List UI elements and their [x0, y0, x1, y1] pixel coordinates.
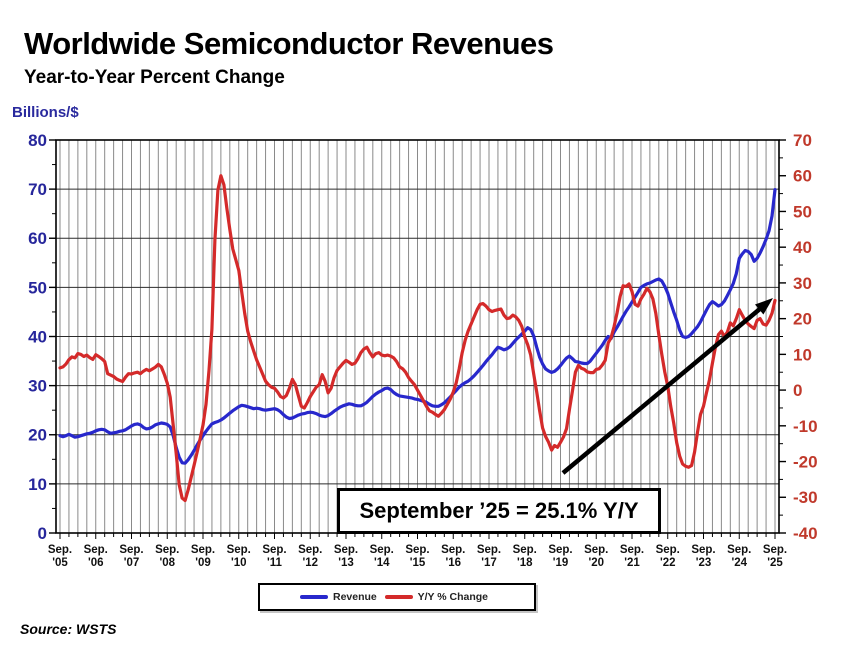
x-axis-year-label: '14	[374, 557, 390, 569]
revenue-legend-label: Revenue	[333, 591, 377, 603]
x-axis-month-label: Sep.	[763, 544, 787, 556]
x-axis-month-label: Sep.	[441, 544, 465, 556]
legend-entry-revenue: Revenue	[300, 591, 377, 603]
x-axis-year-label: '05	[52, 557, 68, 569]
chart-subtitle: Year-to-Year Percent Change	[24, 67, 285, 88]
x-axis-year-label: '23	[696, 557, 712, 569]
x-axis-month-label: Sep.	[477, 544, 501, 556]
x-axis-month-label: Sep.	[334, 544, 358, 556]
revenue-line	[58, 188, 777, 465]
x-axis-year-label: '19	[553, 557, 569, 569]
callout-box: September ’25 = 25.1% Y/Y	[337, 488, 661, 534]
left-axis-tick-label: 20	[28, 426, 47, 445]
x-axis-month-label: Sep.	[298, 544, 322, 556]
x-axis-month-label: Sep.	[84, 544, 108, 556]
x-axis-year-label: '13	[338, 557, 354, 569]
chart-title: Worldwide Semiconductor Revenues	[24, 26, 554, 61]
right-axis-tick-label: 70	[793, 131, 812, 150]
x-axis-year-label: '09	[195, 557, 211, 569]
right-axis-tick-label: -30	[793, 488, 818, 507]
right-axis-tick-label: 60	[793, 167, 812, 186]
x-axis-year-label: '17	[481, 557, 497, 569]
x-axis-month-label: Sep.	[48, 544, 72, 556]
x-axis-month-label: Sep.	[405, 544, 429, 556]
left-axis-tick-label: 60	[28, 229, 47, 248]
left-axis-tick-label: 40	[28, 327, 47, 346]
x-axis-month-label: Sep.	[727, 544, 751, 556]
x-axis-year-label: '25	[767, 557, 783, 569]
left-axis-tick-label: 0	[38, 524, 47, 543]
yoy-legend-label: Y/Y % Change	[417, 591, 488, 603]
annotation-arrow	[561, 306, 763, 475]
yoy-line-swatch	[384, 595, 413, 599]
x-axis-year-label: '08	[159, 557, 175, 569]
x-axis-month-label: Sep.	[119, 544, 143, 556]
right-axis-tick-label: 50	[793, 202, 812, 221]
x-axis-month-label: Sep.	[691, 544, 715, 556]
x-axis-month-label: Sep.	[620, 544, 644, 556]
right-axis-tick-label: -40	[793, 524, 818, 543]
left-axis-tick-label: 10	[28, 475, 47, 494]
x-axis-year-label: '10	[231, 557, 247, 569]
x-axis-year-label: '18	[517, 557, 533, 569]
right-axis-tick-label: -20	[793, 452, 818, 471]
callout-text: September ’25 = 25.1% Y/Y	[359, 498, 639, 523]
left-axis-tick-label: 80	[28, 131, 47, 150]
right-axis-tick-label: 0	[793, 381, 802, 400]
left-axis-tick-label: 50	[28, 278, 47, 297]
annotation-arrowhead	[755, 298, 773, 315]
right-axis-tick-label: 30	[793, 274, 812, 293]
left-axis-title: Billions/$	[12, 104, 79, 121]
x-axis-year-label: '20	[588, 557, 604, 569]
x-axis-month-label: Sep.	[548, 544, 572, 556]
x-axis-month-label: Sep.	[513, 544, 537, 556]
legend: Revenue Y/Y % Change	[258, 583, 536, 611]
x-axis-year-label: '12	[302, 557, 318, 569]
yoy-line	[58, 174, 777, 503]
x-axis-year-label: '24	[731, 557, 747, 569]
x-axis-year-label: '15	[410, 557, 426, 569]
x-axis-month-label: Sep.	[155, 544, 179, 556]
x-axis-month-label: Sep.	[262, 544, 286, 556]
x-axis-year-label: '06	[88, 557, 104, 569]
left-axis-tick-label: 30	[28, 377, 47, 396]
x-axis-year-label: '22	[660, 557, 676, 569]
left-axis-tick-label: 70	[28, 180, 47, 199]
x-axis-month-label: Sep.	[370, 544, 394, 556]
source-credit: Source: WSTS	[20, 621, 117, 637]
x-axis-month-label: Sep.	[656, 544, 680, 556]
right-axis-tick-label: 40	[793, 238, 812, 257]
legend-entry-yoy: Y/Y % Change	[384, 591, 488, 603]
right-axis-tick-label: -10	[793, 417, 818, 436]
x-axis-year-label: '07	[124, 557, 140, 569]
x-axis-year-label: '21	[624, 557, 640, 569]
x-axis-year-label: '16	[445, 557, 461, 569]
right-axis-tick-label: 20	[793, 310, 812, 329]
revenue-line-swatch	[300, 595, 328, 599]
x-axis-month-label: Sep.	[227, 544, 251, 556]
x-axis-month-label: Sep.	[584, 544, 608, 556]
right-axis-tick-label: 10	[793, 345, 812, 364]
x-axis-month-label: Sep.	[191, 544, 215, 556]
x-axis-year-label: '11	[267, 557, 282, 569]
